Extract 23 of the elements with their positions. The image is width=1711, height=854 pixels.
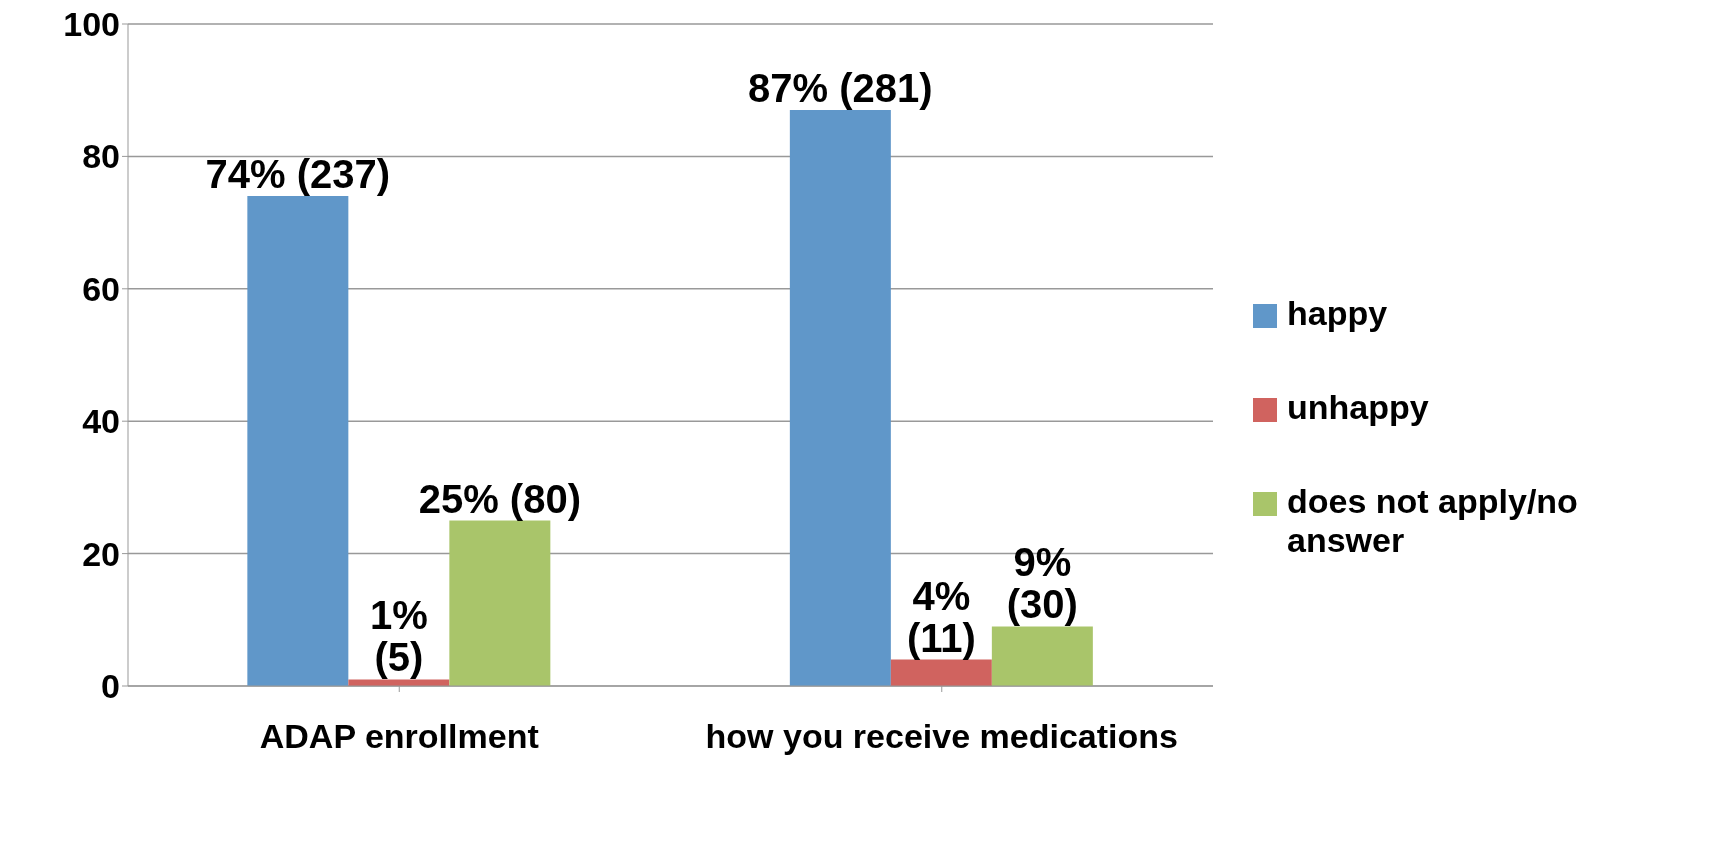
legend-label: unhappy [1287,388,1429,427]
y-tick-label: 60 [82,269,120,308]
y-tick-label: 40 [82,402,120,441]
bar [991,626,1093,686]
data-label: 25% (80) [418,476,582,521]
data-label: 74% (237) [205,152,391,197]
data-label: 9% (30) [1006,540,1078,627]
bar [890,659,992,686]
data-label: 1% (5) [369,593,428,680]
x-tick-label: how you receive medications [705,717,1178,756]
y-tick-label: 20 [82,534,120,573]
bar [247,196,349,686]
data-label: 4% (11) [906,573,976,660]
bar [348,679,450,686]
legend-label: does not apply/no answer [1287,482,1579,560]
bar [449,520,551,686]
bar [789,110,891,686]
legend-label: happy [1287,294,1388,333]
y-tick-label: 80 [82,137,120,176]
data-label: 87% (281) [748,66,933,111]
y-tick-label: 100 [63,5,120,44]
y-tick-label: 0 [101,667,120,706]
x-tick-label: ADAP enrollment [259,717,539,756]
